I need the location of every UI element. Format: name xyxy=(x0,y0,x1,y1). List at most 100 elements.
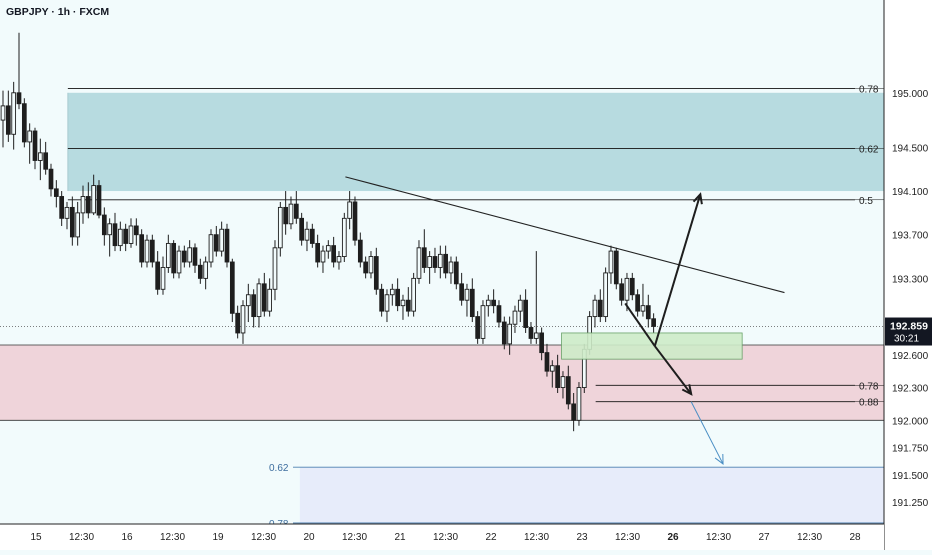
candle-body-down xyxy=(133,225,139,236)
candle xyxy=(0,90,6,148)
candle-body-down xyxy=(192,247,198,266)
candle xyxy=(405,287,411,317)
candle xyxy=(213,225,219,257)
axes-labels-layer: 195.000 194.500 194.100 193.700 193.300 192.6… xyxy=(30,89,932,543)
price-tick-label: 195.000 xyxy=(892,89,929,100)
candle-body-down xyxy=(5,105,11,135)
candle xyxy=(619,278,624,306)
candle xyxy=(107,218,113,257)
candle-body-down xyxy=(501,321,507,345)
candle xyxy=(395,278,400,312)
candle-body-down xyxy=(555,365,560,388)
candle-body-up xyxy=(485,299,491,307)
time-tick-label: 12:30 xyxy=(251,532,276,543)
candle-body-down xyxy=(395,288,400,307)
candle xyxy=(389,283,395,306)
candle-body-down xyxy=(171,242,177,274)
time-tick-label: 22 xyxy=(485,532,497,543)
candle-body-up xyxy=(384,294,390,312)
candle-body-up xyxy=(288,203,294,225)
candle-body-up xyxy=(27,130,33,143)
candle xyxy=(117,221,123,252)
candle xyxy=(48,163,54,197)
candle xyxy=(459,272,464,306)
candle-body-up xyxy=(165,242,171,268)
candle-body-up xyxy=(117,228,123,247)
candle xyxy=(304,221,310,252)
time-tick-label: 26 xyxy=(667,532,679,543)
candle xyxy=(528,322,534,344)
candle-body-down xyxy=(539,332,544,354)
candle-body-down xyxy=(373,256,379,290)
entry-box xyxy=(561,332,743,360)
price-axis[interactable] xyxy=(884,0,932,550)
candle-body-up xyxy=(0,105,6,121)
candle xyxy=(560,371,566,399)
candle-body-up xyxy=(272,247,278,290)
time-tick-label: 19 xyxy=(212,532,224,543)
candle-body-down xyxy=(155,261,161,290)
candle xyxy=(315,234,320,268)
candle xyxy=(203,256,209,290)
time-tick-label: 12:30 xyxy=(615,532,640,543)
candle-body-up xyxy=(341,217,347,257)
price-tick-label: 193.700 xyxy=(892,231,929,242)
fib-levels-layer: 0.780.620.50.780.880.620.78 xyxy=(0,84,884,530)
candle xyxy=(133,218,139,246)
candle-body-up xyxy=(325,245,331,252)
candle xyxy=(363,256,368,279)
candle xyxy=(155,251,161,295)
candle xyxy=(283,191,288,235)
fib-level-label-3: 0.78 xyxy=(859,381,879,392)
candle-body-down xyxy=(224,228,230,263)
candle-body-up xyxy=(245,294,251,307)
candle xyxy=(91,174,97,216)
arrow-down-to-entry xyxy=(624,302,656,347)
candle-body-down xyxy=(363,261,368,274)
time-tick-label: 23 xyxy=(576,532,588,543)
fib-level-label-5: 0.62 xyxy=(269,463,289,474)
candle xyxy=(469,278,475,323)
candle-body-up xyxy=(640,305,646,312)
candle xyxy=(453,256,459,290)
candle xyxy=(224,223,230,268)
candle-body-down xyxy=(453,261,459,285)
candle xyxy=(331,236,336,268)
current-price-tag xyxy=(885,317,932,346)
candle xyxy=(187,240,193,268)
candle xyxy=(320,245,326,273)
candle-body-up xyxy=(219,228,225,252)
price-tick-label: 191.750 xyxy=(892,444,929,455)
candle xyxy=(432,247,438,273)
candle xyxy=(491,289,496,314)
candle-body-down xyxy=(379,288,384,312)
candle-body-down xyxy=(645,305,651,320)
candle-body-down xyxy=(181,250,187,263)
candle xyxy=(171,240,177,279)
arrow-bull-path xyxy=(653,194,702,347)
candle xyxy=(501,316,507,350)
candle-body-down xyxy=(48,168,54,190)
candle-body-down xyxy=(96,185,102,216)
candle-body-up xyxy=(480,305,486,339)
candle-body-down xyxy=(213,234,219,252)
candle-body-down xyxy=(139,234,145,263)
candle xyxy=(640,283,646,317)
price-tick-label: 191.250 xyxy=(892,498,929,509)
candle xyxy=(181,245,187,268)
candle xyxy=(480,300,486,344)
candle-body-down xyxy=(101,214,107,236)
candle xyxy=(437,245,443,279)
candle-body-down xyxy=(635,294,640,312)
candle-body-down xyxy=(459,283,464,301)
candle xyxy=(299,212,304,246)
candle-body-down xyxy=(53,188,59,197)
candle-body-up xyxy=(240,305,246,334)
time-axis[interactable] xyxy=(0,524,884,550)
candle xyxy=(549,360,555,388)
candle-body-up xyxy=(64,206,70,219)
candle-body-down xyxy=(443,253,448,274)
candle-body-down xyxy=(315,242,320,263)
